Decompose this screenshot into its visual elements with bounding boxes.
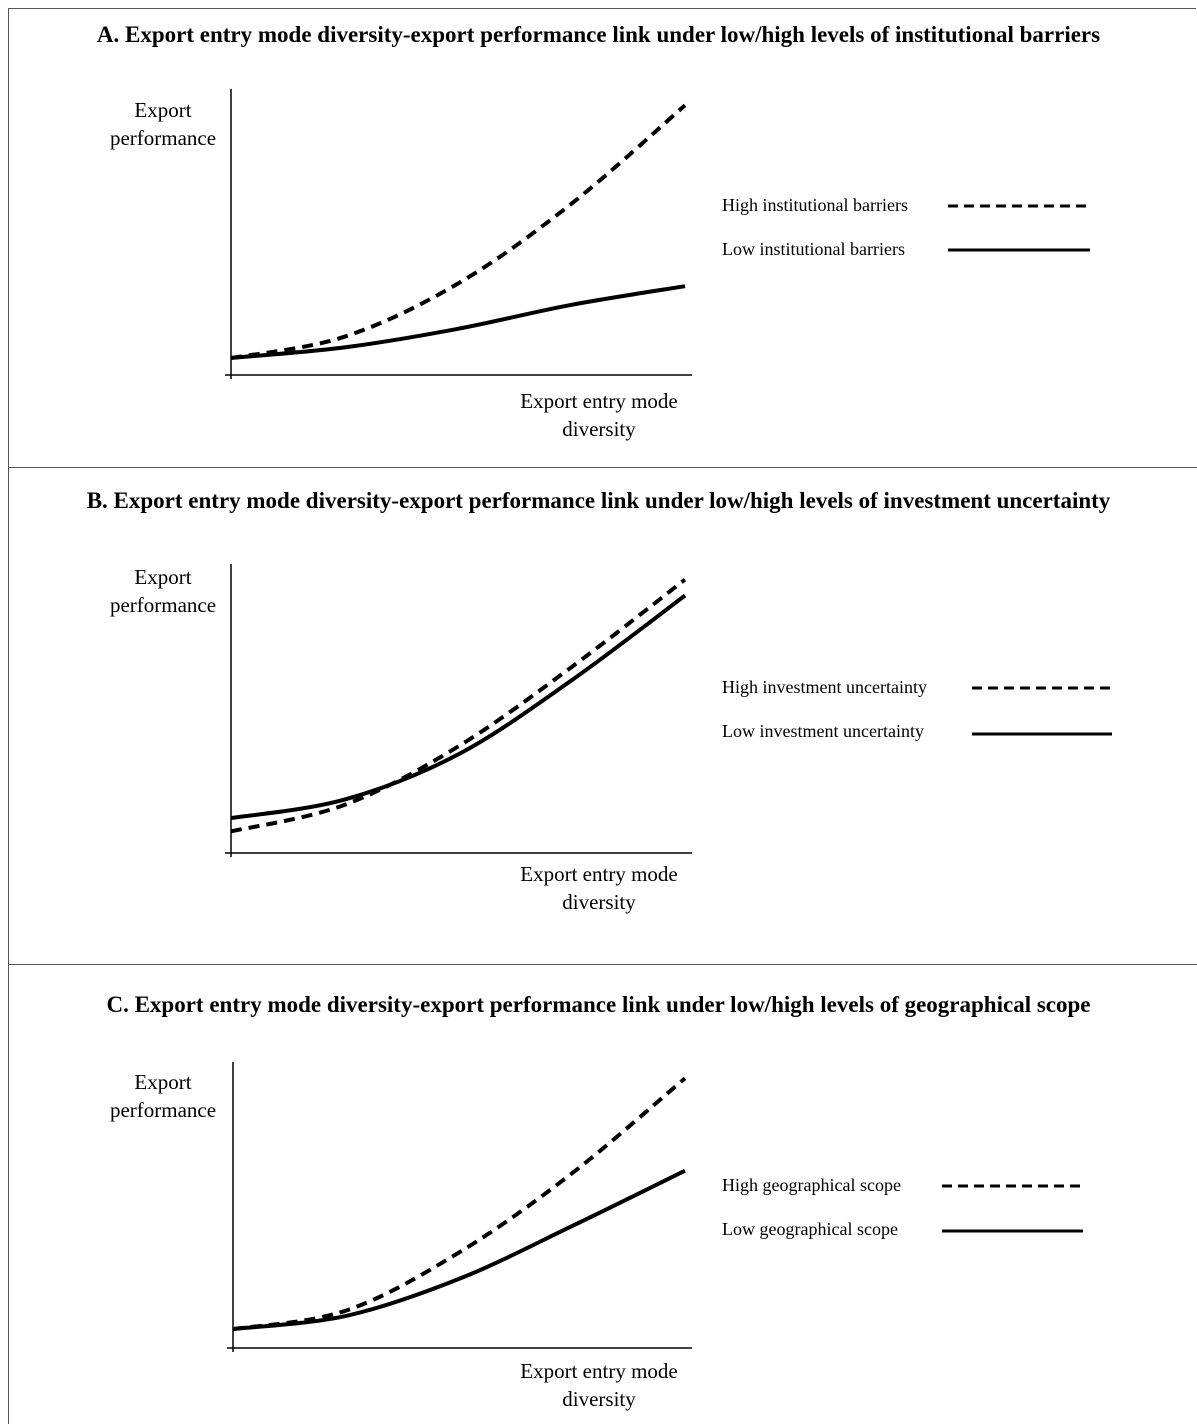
x-axis-label: Export entry mode diversity [499,860,699,916]
x-axis-label-line: Export entry mode [520,862,678,886]
figure-frame [8,8,1196,1424]
y-axis-label-line: Export [134,565,192,589]
panel-title: C. Export entry mode diversity-export pe… [106,992,1091,1017]
legend-label-low: Low institutional barriers [722,239,905,259]
panel-title: A. Export entry mode diversity-export pe… [96,22,1101,47]
panel-title: B. Export entry mode diversity-export pe… [86,488,1111,513]
series-line-low [230,284,686,360]
y-axis-label-line: performance [109,126,217,150]
series-line-low [230,593,687,821]
x-axis-label-line: diversity [562,417,636,441]
series-line-high [232,1076,687,1332]
y-axis-label-line: performance [109,1098,217,1122]
legend-label-high: High geographical scope [722,1175,901,1195]
y-axis-label-line: performance [109,593,217,617]
legend-label-low: Low investment uncertainty [722,721,924,741]
y-axis-label-line: Export [134,1070,192,1094]
y-axis-label: Export performance [93,563,233,619]
panel-divider [8,467,1197,468]
x-axis-label-line: Export entry mode [520,1359,678,1383]
series-line-high [230,103,687,360]
legend-label-high: High institutional barriers [722,195,908,215]
x-axis-label: Export entry mode diversity [499,1357,699,1413]
y-axis-label: Export performance [93,96,233,152]
y-axis-label-line: Export [134,98,192,122]
series-line-high [230,578,687,834]
x-axis-label-line: Export entry mode [520,389,678,413]
panel-divider [8,964,1197,965]
series-line-low [232,1168,686,1332]
y-axis-label: Export performance [93,1068,233,1124]
x-axis-label-line: diversity [562,890,636,914]
legend-label-low: Low geographical scope [722,1219,898,1239]
legend-label-high: High investment uncertainty [722,677,927,697]
x-axis-label-line: diversity [562,1387,636,1411]
x-axis-label: Export entry mode diversity [499,387,699,443]
